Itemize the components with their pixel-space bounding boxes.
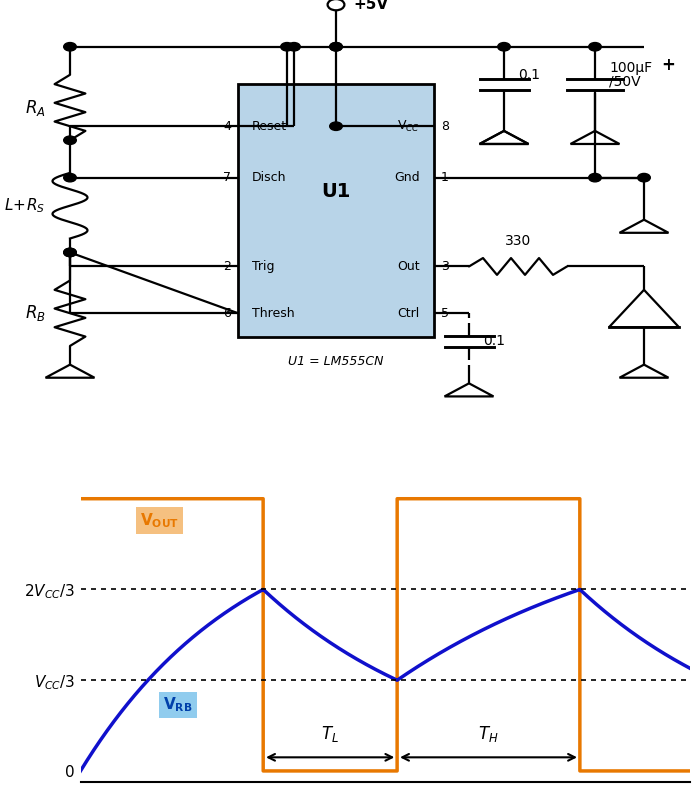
Circle shape (589, 43, 601, 51)
Text: 0.1: 0.1 (483, 334, 505, 348)
Circle shape (638, 173, 650, 182)
Text: 2: 2 (223, 260, 231, 273)
Circle shape (281, 43, 293, 51)
Circle shape (64, 248, 76, 256)
Text: 7: 7 (223, 171, 231, 184)
Text: 330: 330 (505, 234, 531, 247)
Text: Thresh: Thresh (252, 307, 295, 320)
Text: 6: 6 (223, 307, 231, 320)
Text: +: + (662, 56, 676, 74)
Circle shape (498, 43, 510, 51)
Text: Gnd: Gnd (394, 171, 420, 184)
Circle shape (288, 43, 300, 51)
Text: +5V: +5V (354, 0, 388, 12)
Text: Trig: Trig (252, 260, 274, 273)
Text: 5: 5 (441, 307, 449, 320)
Circle shape (330, 122, 342, 131)
Text: 1: 1 (441, 171, 449, 184)
Circle shape (64, 136, 76, 144)
Text: $R_A$: $R_A$ (25, 98, 46, 118)
Text: $T_L$: $T_L$ (321, 724, 340, 744)
Text: $\mathbf{V_{RB}}$: $\mathbf{V_{RB}}$ (163, 696, 193, 714)
Text: 0.1: 0.1 (518, 68, 540, 81)
Text: $R_B$: $R_B$ (25, 303, 46, 323)
Text: Out: Out (398, 260, 420, 273)
Text: 3: 3 (441, 260, 449, 273)
Text: 4: 4 (223, 120, 231, 133)
Text: 100μF: 100μF (609, 60, 652, 75)
FancyBboxPatch shape (238, 84, 434, 337)
Text: $\mathbf{V_{OUT}}$: $\mathbf{V_{OUT}}$ (140, 511, 179, 530)
Text: $L\!+\!R_S$: $L\!+\!R_S$ (4, 197, 46, 215)
Text: V$_{CC}$: V$_{CC}$ (397, 118, 420, 134)
Text: Ctrl: Ctrl (398, 307, 420, 320)
Text: 8: 8 (441, 120, 449, 133)
Circle shape (589, 173, 601, 182)
Circle shape (330, 43, 342, 51)
Text: U1 = LM555CN: U1 = LM555CN (288, 355, 384, 368)
Text: /50V: /50V (609, 75, 640, 89)
Circle shape (64, 43, 76, 51)
Text: U1: U1 (321, 182, 351, 202)
Text: $T_H$: $T_H$ (478, 724, 499, 744)
Text: Reset: Reset (252, 120, 287, 133)
Circle shape (64, 248, 76, 256)
Text: Disch: Disch (252, 171, 286, 184)
Circle shape (330, 43, 342, 51)
Circle shape (64, 173, 76, 182)
